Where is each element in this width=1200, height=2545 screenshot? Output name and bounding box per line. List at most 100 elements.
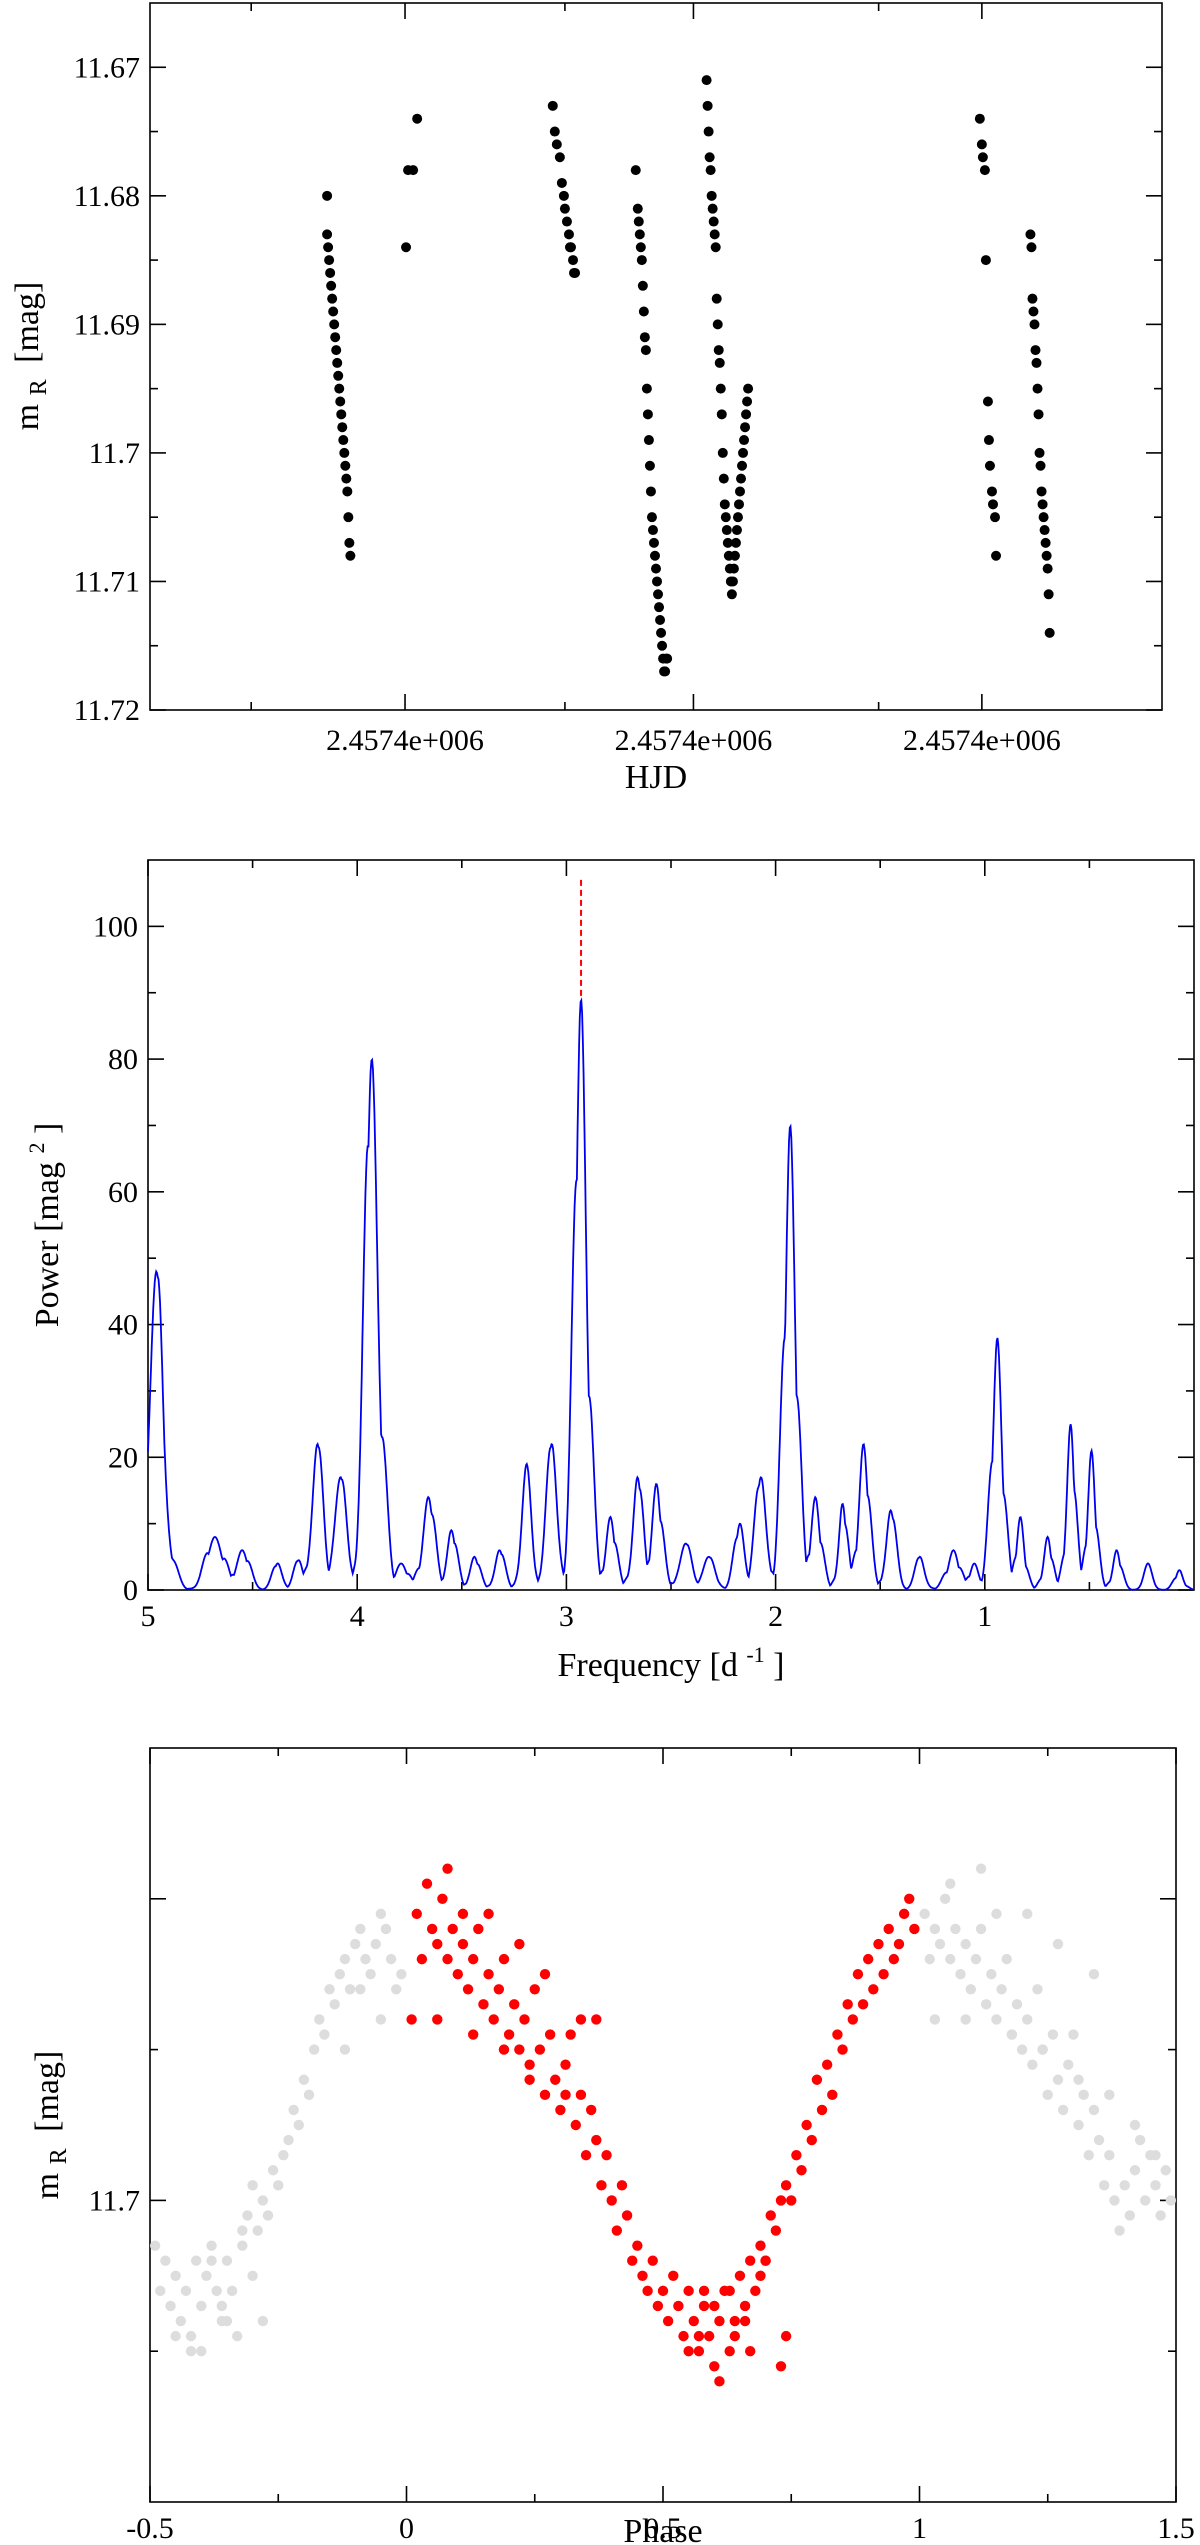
repeated-data-point — [190, 2255, 202, 2266]
repeated-data-point — [314, 2014, 325, 2025]
repeated-data-point — [1027, 2059, 1038, 2070]
folded-data-point — [801, 2119, 812, 2131]
repeated-data-point — [355, 1923, 366, 1935]
repeated-data-point — [1047, 2029, 1059, 2040]
data-point — [1041, 550, 1052, 561]
folded-data-point — [627, 2255, 638, 2266]
folded-data-point — [852, 1969, 864, 1980]
data-point — [337, 422, 348, 433]
data-point — [739, 435, 750, 446]
repeated-data-point — [242, 2210, 253, 2221]
repeated-data-point — [339, 1953, 351, 1965]
repeated-data-point — [945, 1878, 956, 1889]
repeated-data-point — [955, 1969, 966, 1980]
folded-data-point — [714, 2315, 725, 2327]
repeated-data-point — [1114, 2225, 1125, 2236]
data-point — [737, 460, 748, 471]
folded-data-point — [514, 2044, 525, 2055]
folded-data-point — [457, 1908, 469, 1920]
folded-data-point — [432, 1938, 443, 1950]
data-point — [703, 126, 714, 137]
folded-data-point — [832, 2029, 843, 2040]
repeated-data-point — [391, 1984, 402, 1995]
y-axis-label-sub: R — [46, 2148, 72, 2164]
folded-data-point — [847, 2014, 859, 2025]
data-point — [715, 383, 726, 394]
repeated-data-point — [1160, 2165, 1171, 2176]
data-point — [707, 203, 718, 214]
folded-data-point — [878, 1969, 889, 1980]
data-point — [1032, 383, 1043, 394]
data-point — [1037, 499, 1048, 510]
repeated-data-point — [221, 2255, 233, 2266]
folded-data-point — [544, 2029, 556, 2040]
data-point — [1043, 589, 1054, 600]
repeated-data-point — [267, 2165, 279, 2176]
data-point — [1027, 293, 1038, 304]
data-point — [642, 409, 653, 420]
data-point — [708, 216, 719, 227]
y-axis-label-sub: R — [26, 379, 52, 395]
folded-data-point — [580, 2149, 592, 2161]
data-point — [339, 447, 350, 458]
repeated-data-point — [370, 1938, 381, 1950]
folded-data-point — [770, 2225, 782, 2236]
repeated-data-point — [206, 2240, 217, 2251]
y-axis-label-sup: 2 — [24, 1143, 49, 1154]
folded-data-point — [791, 2149, 802, 2161]
repeated-data-point — [945, 1953, 956, 1965]
x-axis-label: Frequency [d -1 ] — [558, 1633, 785, 1684]
repeated-data-point — [180, 2285, 192, 2297]
repeated-data-point — [975, 1923, 987, 1935]
x-axis-label-sup: -1 — [746, 1642, 764, 1667]
repeated-data-point — [385, 1953, 397, 1965]
repeated-data-point — [934, 1938, 946, 1950]
repeated-data-point — [1057, 2104, 1069, 2116]
x-tick-label: 1 — [912, 2512, 927, 2545]
repeated-data-point — [1073, 2119, 1084, 2131]
data-point — [1025, 229, 1036, 240]
folded-data-point — [514, 1938, 525, 1950]
data-point — [323, 242, 334, 253]
folded-data-point — [888, 1953, 900, 1965]
repeated-data-point — [273, 2180, 284, 2191]
y-tick-label: 80 — [108, 1043, 138, 1076]
x-tick-label: 2 — [768, 1600, 783, 1633]
data-point — [649, 550, 660, 561]
folded-data-point — [529, 1984, 540, 1995]
folded-data-point — [457, 1938, 469, 1950]
repeated-data-point — [298, 2074, 310, 2085]
folded-data-point — [709, 2361, 720, 2372]
data-point — [561, 216, 572, 227]
repeated-data-point — [1129, 2119, 1141, 2131]
folded-data-point — [575, 2014, 587, 2025]
x-tick-label: 5 — [141, 1600, 156, 1633]
repeated-data-point — [278, 2149, 289, 2161]
folded-data-point — [539, 2089, 551, 2101]
data-point — [976, 139, 987, 150]
data-point — [982, 396, 993, 407]
folded-data-point — [442, 1863, 453, 1874]
folded-data-point — [898, 1908, 910, 1920]
data-point — [1040, 537, 1051, 548]
data-point — [986, 486, 997, 497]
folded-data-point — [647, 2255, 658, 2266]
folded-data-point — [693, 2346, 705, 2357]
repeated-data-point — [1124, 2210, 1136, 2221]
folded-data-point — [693, 2330, 705, 2342]
data-point — [1030, 345, 1041, 356]
folded-data-point — [509, 1999, 520, 2010]
repeated-data-point — [185, 2346, 197, 2357]
data-point — [979, 165, 990, 176]
folded-data-point — [524, 2074, 535, 2085]
data-point — [632, 203, 643, 214]
repeated-data-point — [283, 2134, 294, 2146]
data-point — [563, 229, 574, 240]
repeated-data-point — [319, 2029, 330, 2040]
data-point — [551, 139, 562, 150]
data-point — [1028, 306, 1039, 317]
power-spectrum-line — [147, 997, 1195, 1591]
data-point — [1042, 563, 1053, 574]
data-point — [717, 447, 728, 458]
data-point — [718, 473, 729, 484]
